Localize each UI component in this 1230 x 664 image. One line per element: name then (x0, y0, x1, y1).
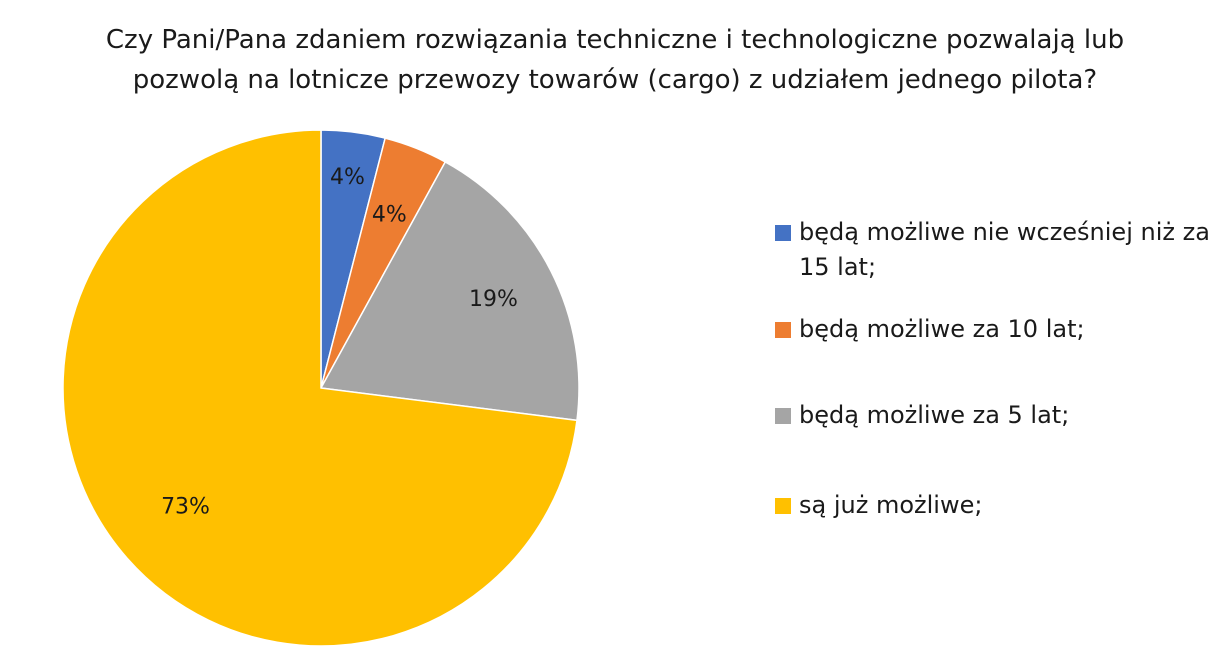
legend-item-15-lat: będą możliwe nie wcześniej niż za 15 lat… (775, 215, 1219, 285)
legend-item-juz-mozliwe: są już możliwe; (775, 488, 1219, 523)
legend-item-5-lat: będą możliwe za 5 lat; (775, 398, 1219, 433)
pie-data-labels: 4% 4% 19% 73% (161, 165, 518, 519)
chart-title-line-1: Czy Pani/Pana zdaniem rozwiązania techni… (105, 25, 1125, 55)
data-label-5-lat: 19% (469, 287, 518, 312)
legend-swatch-5-lat (775, 408, 791, 424)
legend-label-juz-mozliwe: są już możliwe; (799, 491, 983, 519)
legend-swatch-10-lat (775, 322, 791, 338)
legend-label-5-lat: będą możliwe za 5 lat; (799, 401, 1070, 429)
chart-title-line-2: pozwolą na lotnicze przewozy towarów (ca… (132, 65, 1098, 95)
legend-item-10-lat: będą możliwe za 10 lat; (775, 312, 1219, 347)
data-label-15-lat: 4% (330, 165, 365, 190)
pie-slice-5-lat (319, 160, 580, 422)
chart-title: Czy Pani/Pana zdaniem rozwiązania techni… (0, 20, 1230, 100)
legend-swatch-juz-mozliwe (775, 498, 791, 514)
legend-label-10-lat: będą możliwe za 10 lat; (799, 315, 1085, 343)
legend-label-15-lat: będą możliwe nie wcześniej niż za 15 lat… (799, 218, 1210, 281)
data-label-juz-mozliwe: 73% (161, 494, 210, 519)
legend-swatch-15-lat (775, 225, 791, 241)
pie-slice-juz-mozliwe (62, 129, 578, 647)
pie-slices (62, 129, 580, 647)
data-label-10-lat: 4% (372, 202, 407, 227)
